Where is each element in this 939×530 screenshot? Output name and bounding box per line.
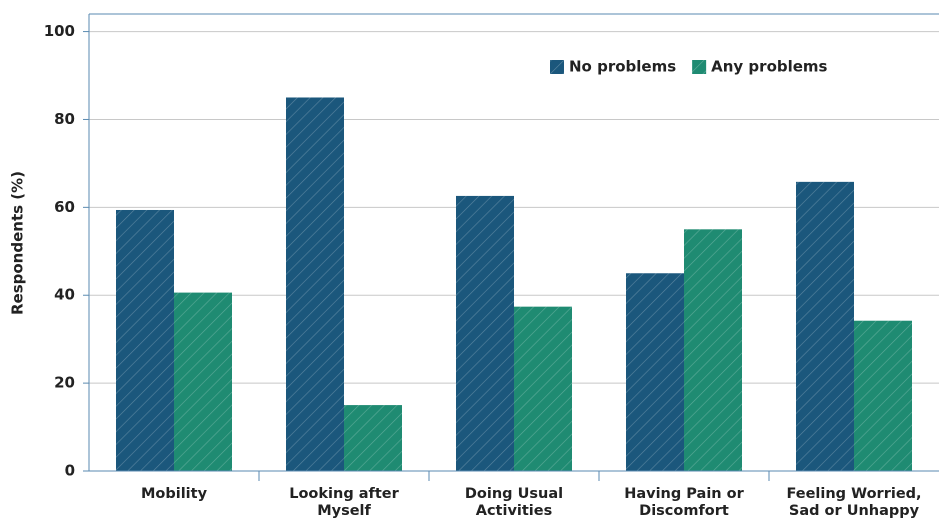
y-tick-label: 40 bbox=[54, 286, 75, 304]
bar-hatch bbox=[684, 229, 742, 471]
bar-hatch bbox=[626, 273, 684, 471]
bar-hatch bbox=[286, 97, 344, 471]
bar-hatch bbox=[796, 181, 854, 471]
x-tick-label: Doing Usual Activities bbox=[464, 486, 564, 519]
bar-hatch bbox=[174, 292, 232, 471]
y-axis-label: Respondents (%) bbox=[9, 171, 27, 315]
x-tick-label: Feeling Worried, Sad or Unhappy bbox=[786, 486, 922, 519]
x-tick-label: Looking after Myself bbox=[289, 486, 399, 519]
bar-hatch bbox=[344, 405, 402, 471]
y-tick-label: 0 bbox=[65, 462, 75, 480]
bar-hatch bbox=[456, 195, 514, 472]
legend-swatch-hatch bbox=[550, 60, 564, 74]
y-tick-label: 60 bbox=[54, 198, 75, 216]
x-tick-label: Mobility bbox=[140, 486, 208, 502]
legend-swatch-hatch bbox=[692, 60, 707, 74]
y-tick-label: 20 bbox=[54, 374, 75, 392]
bar-hatch bbox=[514, 306, 572, 471]
bar-hatch bbox=[116, 209, 174, 471]
bar-hatch bbox=[854, 320, 912, 471]
legend-label: Any problems bbox=[711, 58, 827, 76]
y-tick-label: 80 bbox=[54, 110, 75, 128]
y-tick-label: 100 bbox=[44, 22, 75, 40]
legend-label: No problems bbox=[569, 58, 676, 76]
x-tick-label: Having Pain or Discomfort bbox=[624, 486, 744, 519]
